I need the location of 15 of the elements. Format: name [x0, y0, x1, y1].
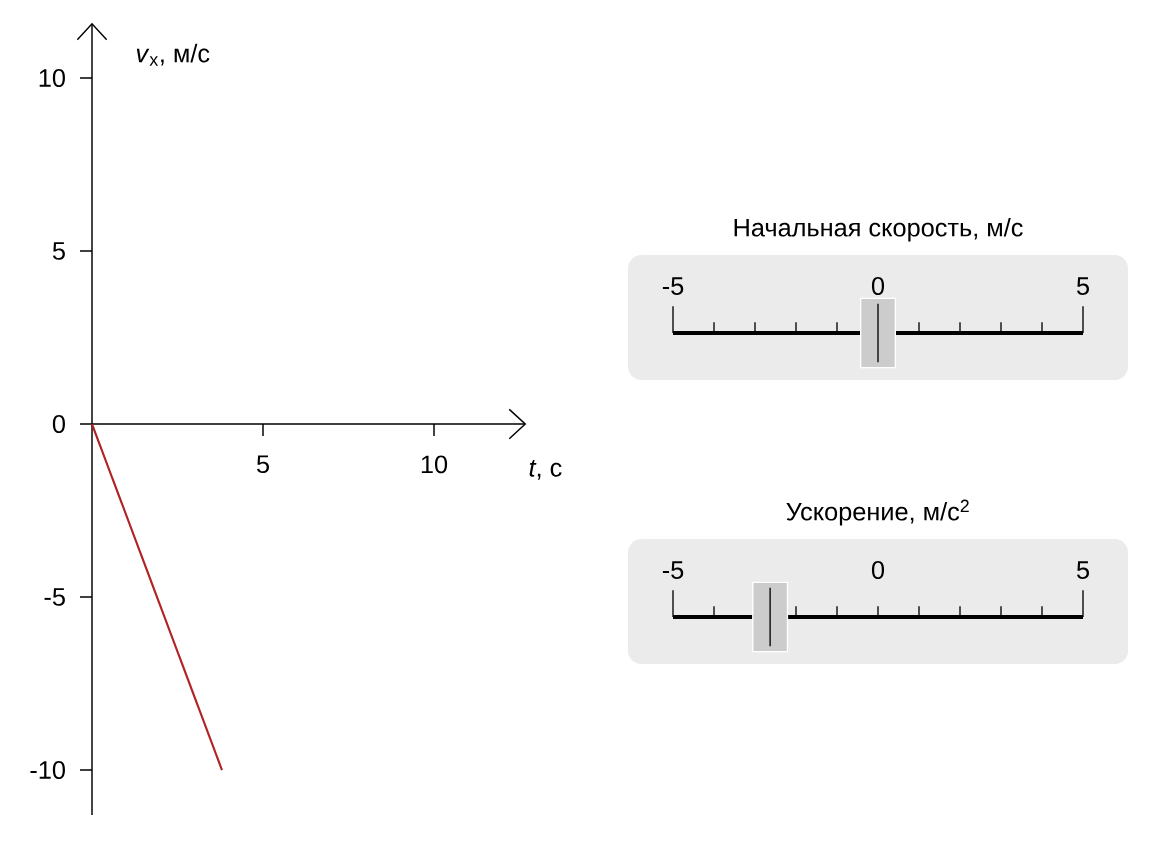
text: -5: [662, 561, 684, 579]
y-tick-label: 0: [52, 415, 65, 433]
text: 0: [871, 561, 885, 579]
x-axis-title: t, с: [529, 460, 562, 480]
text: 5: [1076, 561, 1089, 579]
y-tick-label: 10: [39, 69, 65, 87]
text: Ускорение, м/с$^{2}$: [786, 499, 969, 526]
y-tick-label: 5: [52, 242, 65, 260]
text: 0: [871, 277, 885, 295]
text: 5: [1076, 277, 1089, 295]
text: Начальная скорость, м/с: [734, 218, 1023, 242]
y-axis-title: v$_{x}$, м/с: [136, 43, 210, 66]
y-tick-label: -5: [44, 588, 65, 606]
y-tick-label: -10: [30, 761, 65, 779]
text: -5: [662, 277, 684, 295]
